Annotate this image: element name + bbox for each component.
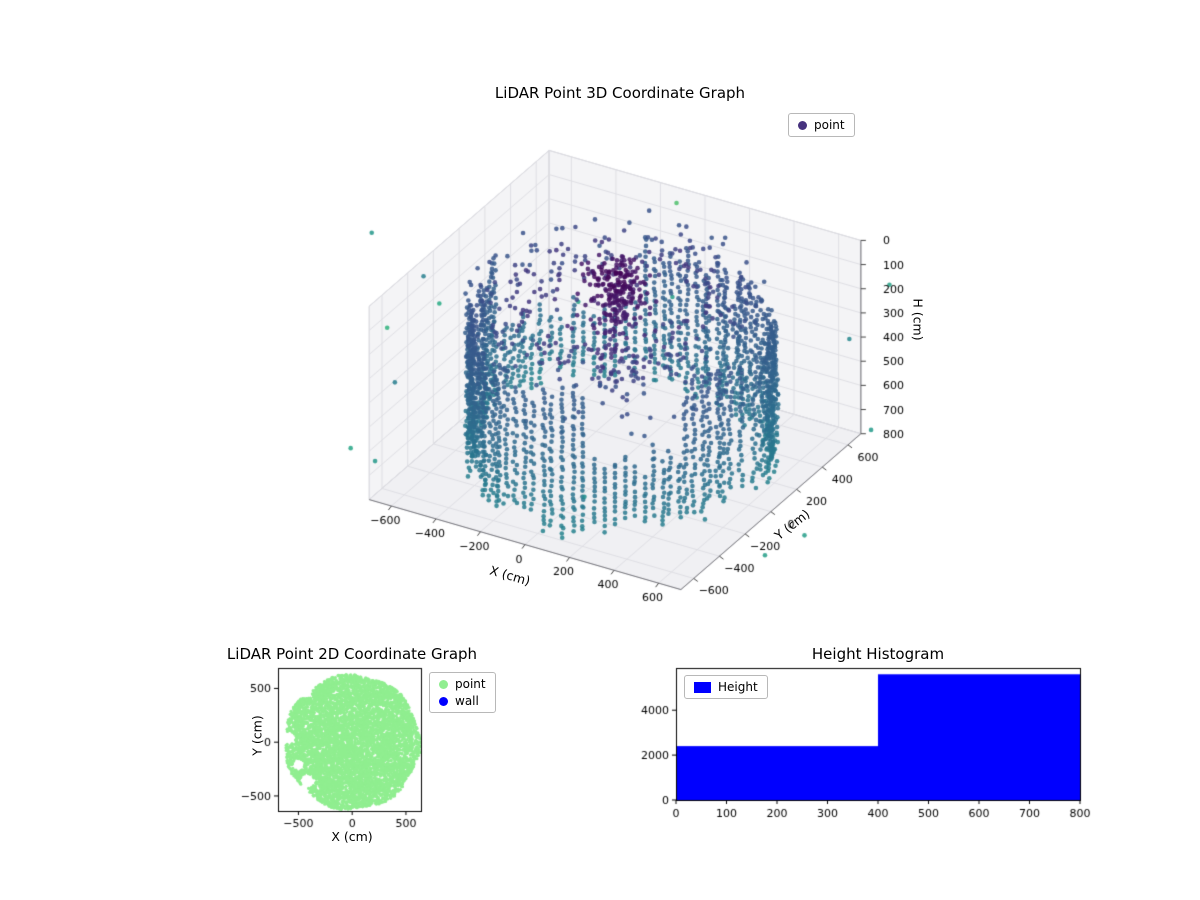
legend-item-wall: wall	[439, 694, 486, 708]
histogram-title: Height Histogram	[811, 645, 945, 663]
wall-marker-icon	[439, 696, 448, 706]
point-marker-icon	[439, 679, 448, 689]
plot2d-title: LiDAR Point 2D Coordinate Graph	[226, 645, 478, 663]
plot3d-canvas	[300, 100, 940, 640]
legend-label: point	[455, 677, 486, 691]
point-marker-icon	[798, 120, 807, 130]
plot2d-xlabel: X (cm)	[331, 829, 373, 844]
plot3d-zlabel: H (cm)	[910, 298, 926, 341]
plot3d-legend: point	[788, 113, 855, 137]
legend-item-point: point	[439, 677, 486, 691]
legend-label: wall	[455, 694, 479, 708]
plot2d-ylabel: Y (cm)	[249, 715, 265, 756]
histogram-legend: Height	[684, 675, 768, 699]
legend-label: Height	[718, 680, 758, 694]
plot2d-canvas	[230, 660, 450, 830]
legend-label: point	[814, 118, 845, 132]
height-marker-icon	[694, 681, 711, 693]
plot2d-legend: point wall	[429, 672, 496, 713]
plot3d-title: LiDAR Point 3D Coordinate Graph	[494, 84, 746, 102]
legend-item-point: point	[798, 118, 845, 132]
legend-item-height: Height	[694, 680, 758, 694]
